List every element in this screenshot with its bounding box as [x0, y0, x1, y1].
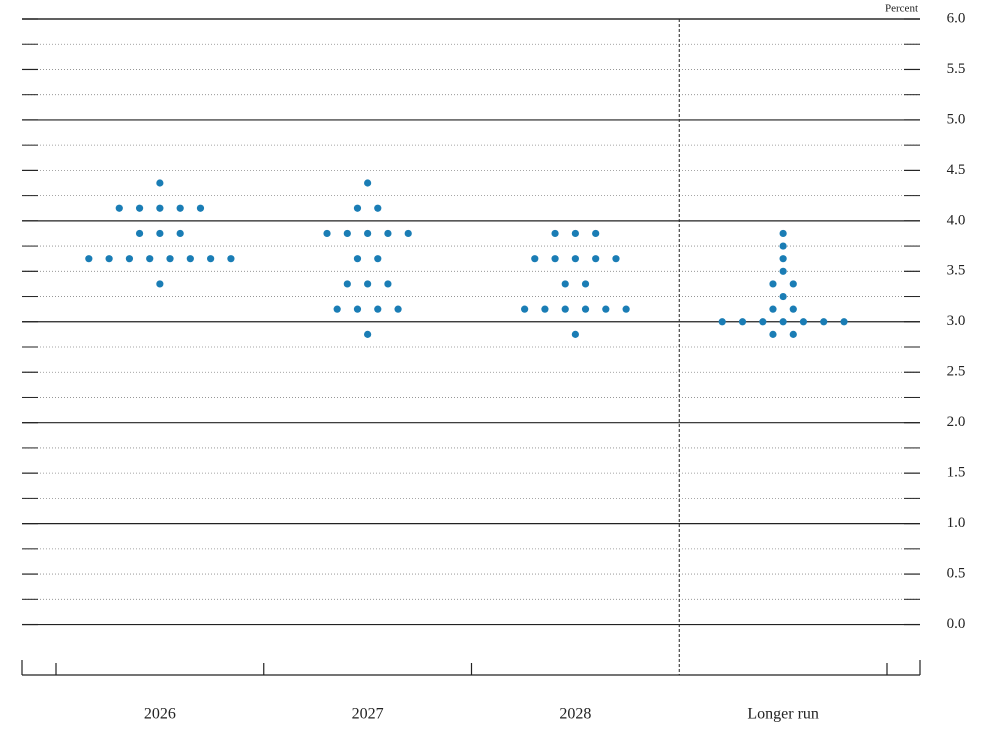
dot: [353, 305, 362, 313]
y-tick-label: 5.0: [947, 111, 966, 127]
dot: [374, 305, 382, 313]
dot: [374, 204, 382, 212]
y-tick-label: 0.0: [947, 616, 966, 632]
dot: [353, 255, 362, 263]
dot: [592, 255, 600, 263]
dot: [353, 204, 362, 212]
dot: [561, 305, 569, 313]
y-tick-label: 0.5: [947, 566, 966, 582]
dot: [779, 229, 787, 238]
x-tick-label: 2028: [559, 706, 591, 723]
dot: [612, 255, 620, 263]
dot: [769, 330, 777, 338]
dot: [769, 305, 777, 313]
dot: [571, 229, 579, 238]
x-tick-label: 2027: [352, 706, 384, 723]
dot: [521, 305, 529, 313]
dot: [561, 280, 569, 288]
dot: [156, 179, 164, 187]
y-tick-label: 3.5: [947, 263, 966, 279]
dot: [581, 280, 590, 288]
y-axis-label: Percent: [885, 3, 918, 15]
dot: [135, 204, 144, 212]
dot: [343, 229, 351, 238]
dot: [364, 280, 372, 288]
dot: [196, 204, 205, 212]
dot: [581, 305, 590, 313]
dot: [404, 229, 412, 238]
dot: [333, 305, 341, 313]
dot: [718, 318, 726, 326]
y-tick-label: 4.0: [947, 212, 966, 228]
dot: [323, 229, 331, 238]
dot: [592, 229, 600, 238]
x-tick-label: Longer run: [747, 706, 819, 723]
dot: [394, 305, 402, 313]
dot: [571, 255, 579, 263]
y-tick-label: 6.0: [947, 10, 966, 26]
dot: [384, 229, 392, 238]
dot: [789, 330, 797, 338]
dot: [374, 255, 382, 263]
y-tick-label: 2.0: [947, 414, 966, 430]
dot: [602, 305, 610, 313]
dot: [769, 280, 777, 288]
dot: [207, 255, 215, 263]
dot: [146, 255, 154, 263]
dot: [779, 318, 787, 326]
dot: [551, 229, 559, 238]
dot: [105, 255, 113, 263]
dot: [156, 280, 164, 288]
dot: [156, 204, 164, 212]
dot: [125, 255, 134, 263]
dot: [571, 330, 579, 338]
dot: [759, 318, 767, 326]
dot: [779, 292, 787, 301]
x-tick-label: 2026: [144, 706, 176, 723]
dot: [779, 267, 787, 275]
dot: [789, 305, 797, 313]
y-tick-label: 1.0: [947, 515, 966, 531]
dot: [840, 318, 848, 326]
y-tick-label: 2.5: [947, 364, 966, 380]
dot: [115, 204, 123, 212]
dot: [364, 229, 372, 238]
dot: [799, 318, 808, 326]
y-tick-label: 3.0: [947, 313, 966, 329]
dot: [622, 305, 630, 313]
dot: [156, 229, 164, 238]
dot: [779, 242, 787, 250]
dot: [364, 179, 372, 187]
dot: [738, 318, 747, 326]
dot: [779, 255, 787, 263]
dot: [541, 305, 549, 313]
y-tick-label: 5.5: [947, 61, 966, 77]
dot: [384, 280, 392, 288]
dot: [166, 255, 174, 263]
dot: [85, 255, 93, 263]
dot: [551, 255, 559, 263]
dot: [227, 255, 235, 263]
dot: [135, 229, 144, 238]
dot: [364, 330, 372, 338]
dot: [186, 255, 194, 263]
dot: [343, 280, 351, 288]
dot: [789, 280, 797, 288]
dot: [176, 229, 184, 238]
dot: [176, 204, 184, 212]
dot: [531, 255, 539, 263]
y-tick-label: 4.5: [947, 162, 966, 178]
dot: [820, 318, 828, 326]
y-tick-label: 1.5: [947, 465, 966, 481]
